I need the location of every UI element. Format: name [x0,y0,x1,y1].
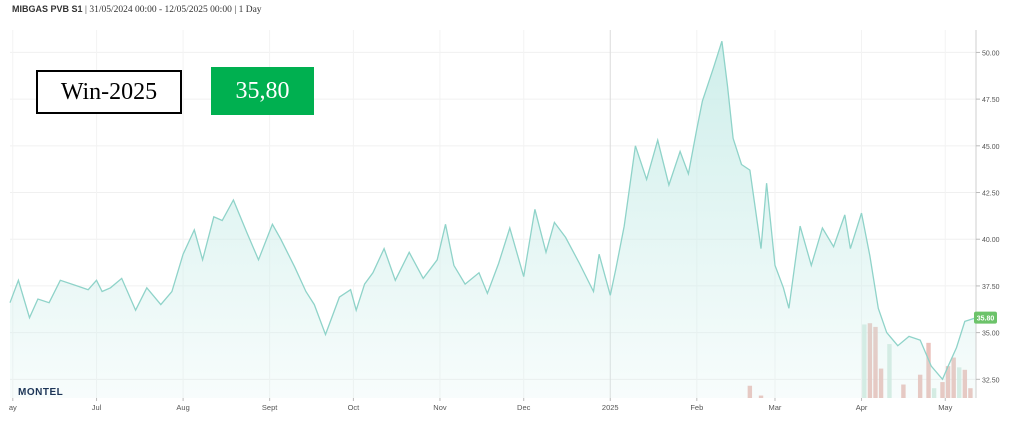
chart-header: MIBGAS PVB S1 | 31/05/2024 00:00 - 12/05… [12,4,262,18]
y-tick-label: 35.00 [982,331,1000,338]
x-tick-label: 2025 [602,403,619,412]
x-tick-label: Apr [856,403,868,412]
x-tick-label: Oct [348,403,361,412]
last-value-badge: 35.80 [974,311,997,324]
x-tick-label: Jul [92,403,102,412]
header-separator: | [85,5,90,15]
x-tick-label: Dec [517,403,531,412]
x-tick-label: Nov [433,403,447,412]
x-tick-label: Sept [262,403,278,412]
x-tick-label: Aug [176,403,189,412]
price-area [10,41,976,398]
contract-label-box: Win-2025 [36,70,182,114]
y-tick-label: 37.50 [982,284,1000,291]
series-name: MIBGAS PVB S1 [12,4,83,14]
x-axis: ay Jul Aug Sept Oct Nov Dec 2025 Feb Mar Apr May [9,398,953,412]
montel-logo: MONTEL [18,387,64,398]
price-label-box: 35,80 [211,67,314,115]
y-tick-label: 50.00 [982,50,1000,57]
header-separator: | [234,5,239,15]
x-tick-label: ay [9,403,17,412]
y-tick-label: 32.50 [982,377,1000,384]
date-range: 31/05/2024 00:00 - 12/05/2025 00:00 [89,5,232,15]
y-tick-label: 47.50 [982,97,1000,104]
last-value-label: 35.80 [977,316,995,323]
interval-label: 1 Day [238,5,262,15]
x-tick-label: Feb [690,403,703,412]
y-tick-label: 40.00 [982,237,1000,244]
price-line[interactable] [9,41,977,381]
y-tick-label: 45.00 [982,144,1000,151]
y-axis: 32.50 35.00 37.50 40.00 42.50 45.00 47.50 50.00 [976,50,1000,384]
x-tick-label: May [938,403,952,412]
last-value-badge-bg [974,311,997,324]
x-tick-label: Mar [769,403,782,412]
y-tick-label: 42.50 [982,191,1000,198]
